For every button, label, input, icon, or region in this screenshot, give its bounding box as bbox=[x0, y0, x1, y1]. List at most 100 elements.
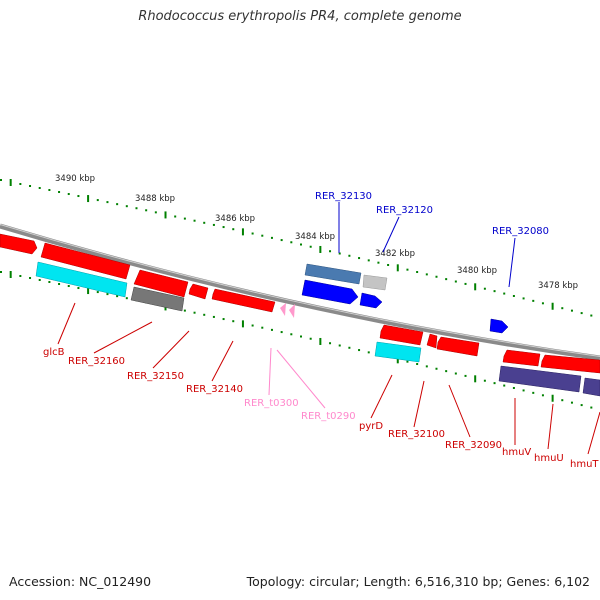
major-tick bbox=[241, 320, 244, 328]
gene-arrow[interactable] bbox=[379, 324, 424, 346]
minor-tick bbox=[193, 311, 196, 314]
minor-tick bbox=[77, 287, 80, 290]
major-tick bbox=[396, 264, 399, 272]
gene-label[interactable]: RER_t0300 bbox=[244, 398, 299, 409]
minor-tick bbox=[561, 399, 564, 402]
minor-tick bbox=[280, 239, 283, 242]
minor-tick bbox=[580, 404, 583, 407]
minor-tick bbox=[454, 372, 457, 375]
minor-tick bbox=[541, 394, 544, 397]
minor-tick bbox=[503, 292, 506, 295]
gene-label[interactable]: RER_t0290 bbox=[301, 411, 356, 422]
gene-arrow[interactable] bbox=[436, 336, 480, 357]
minor-tick bbox=[425, 365, 428, 368]
gene-label[interactable]: hmuV bbox=[502, 447, 531, 458]
major-tick bbox=[87, 287, 90, 295]
gene-arrow[interactable] bbox=[40, 242, 131, 280]
major-tick bbox=[319, 337, 322, 345]
gene-label[interactable]: RER_32100 bbox=[388, 429, 445, 440]
minor-tick bbox=[338, 344, 341, 347]
minor-tick bbox=[493, 382, 496, 385]
minor-tick bbox=[19, 182, 22, 185]
minor-tick bbox=[464, 282, 467, 285]
minor-tick bbox=[0, 179, 2, 181]
gene-label[interactable]: RER_32130 bbox=[315, 191, 372, 202]
major-tick bbox=[164, 211, 167, 219]
gene-arrow[interactable] bbox=[540, 354, 600, 374]
leader-line bbox=[370, 374, 393, 419]
minor-tick bbox=[116, 203, 119, 206]
gene-box[interactable] bbox=[498, 365, 582, 393]
leader-line bbox=[57, 302, 76, 345]
minor-tick bbox=[96, 199, 99, 202]
gene-box[interactable] bbox=[130, 286, 185, 312]
gene-label[interactable]: hmuT bbox=[570, 459, 599, 470]
minor-tick bbox=[58, 191, 61, 194]
gene-label[interactable]: RER_32120 bbox=[376, 205, 433, 216]
gene-arrow[interactable] bbox=[188, 283, 209, 300]
leader-line bbox=[268, 347, 272, 396]
minor-tick bbox=[570, 401, 573, 404]
leader-line bbox=[587, 411, 600, 455]
trna-marker[interactable] bbox=[280, 303, 286, 316]
minor-tick bbox=[270, 236, 273, 239]
major-tick bbox=[9, 270, 12, 278]
gene-arrow[interactable] bbox=[0, 233, 38, 255]
gene-arrow[interactable] bbox=[426, 333, 438, 349]
trna-marker[interactable] bbox=[289, 304, 295, 318]
gene-label[interactable]: RER_32090 bbox=[445, 440, 502, 451]
minor-tick bbox=[425, 273, 428, 276]
leader-line bbox=[276, 349, 326, 409]
gene-label[interactable]: pyrD bbox=[359, 421, 383, 432]
minor-tick bbox=[483, 287, 486, 290]
gene-label[interactable]: RER_32080 bbox=[492, 226, 549, 237]
gene-box[interactable] bbox=[362, 274, 388, 291]
gene-arrow[interactable] bbox=[211, 288, 276, 313]
gene-arrow[interactable] bbox=[489, 318, 509, 334]
minor-tick bbox=[348, 346, 351, 349]
gene-label[interactable]: glcB bbox=[43, 347, 65, 358]
gene-label[interactable]: RER_32150 bbox=[127, 371, 184, 382]
minor-tick bbox=[483, 379, 486, 382]
gene-box[interactable] bbox=[582, 377, 600, 397]
minor-tick bbox=[493, 290, 496, 293]
gene-arrow[interactable] bbox=[359, 292, 383, 309]
gene-box[interactable] bbox=[35, 261, 128, 298]
gene-label[interactable]: RER_32160 bbox=[68, 356, 125, 367]
minor-tick bbox=[116, 295, 119, 298]
minor-tick bbox=[154, 211, 157, 214]
major-tick bbox=[9, 178, 12, 186]
minor-tick bbox=[58, 283, 61, 286]
gene-label[interactable]: RER_32140 bbox=[186, 384, 243, 395]
minor-tick bbox=[106, 201, 109, 204]
gene-label[interactable]: hmuU bbox=[534, 453, 564, 464]
kbp-label: 3486 kbp bbox=[215, 214, 255, 224]
minor-tick bbox=[183, 217, 186, 220]
gene-arrow[interactable] bbox=[301, 279, 359, 305]
minor-tick bbox=[435, 367, 438, 370]
genome-backbone-highlight bbox=[0, 224, 600, 357]
minor-tick bbox=[270, 328, 273, 331]
minor-tick bbox=[522, 389, 525, 392]
minor-tick bbox=[38, 186, 41, 189]
minor-tick bbox=[96, 291, 99, 294]
gene-arrow[interactable] bbox=[502, 349, 541, 367]
leader-line bbox=[152, 330, 190, 369]
minor-tick bbox=[125, 205, 128, 208]
minor-tick bbox=[48, 281, 51, 284]
minor-tick bbox=[348, 254, 351, 257]
gene-box[interactable] bbox=[374, 341, 422, 363]
minor-tick bbox=[590, 406, 593, 409]
gene-box[interactable] bbox=[304, 263, 362, 285]
minor-tick bbox=[464, 374, 467, 377]
minor-tick bbox=[503, 384, 506, 387]
minor-tick bbox=[406, 268, 409, 271]
gene-arrow[interactable] bbox=[133, 269, 189, 298]
minor-tick bbox=[67, 285, 70, 288]
major-tick bbox=[87, 195, 90, 203]
leader-line bbox=[547, 403, 554, 450]
minor-tick bbox=[232, 228, 235, 231]
minor-tick bbox=[193, 219, 196, 222]
minor-tick bbox=[522, 297, 525, 300]
minor-tick bbox=[445, 278, 448, 281]
